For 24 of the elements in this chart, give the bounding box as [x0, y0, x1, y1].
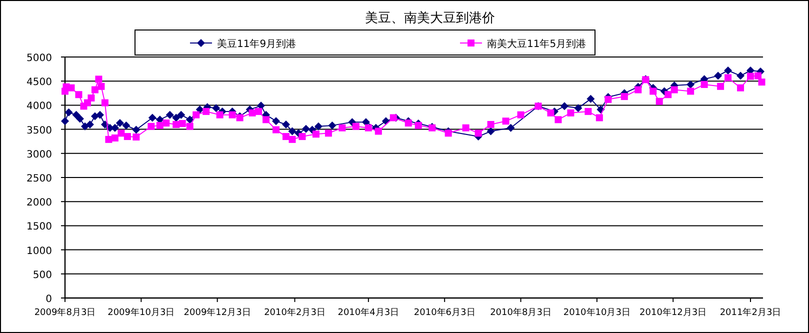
y-tick-label: 4000 [26, 101, 52, 112]
x-tick-label: 2010年10月3日 [563, 307, 630, 318]
y-tick-label: 4500 [26, 77, 52, 88]
y-tick-label: 0 [46, 294, 52, 305]
y-tick-label: 3000 [26, 149, 52, 160]
x-tick-label: 2009年12月3日 [184, 307, 251, 318]
legend-label: 美豆11年9月到港 [217, 38, 296, 50]
legend-label: 南美大豆11年5月到港 [487, 38, 586, 50]
x-tick-label: 2011年2月3日 [720, 307, 782, 318]
chart-title: 美豆、南美大豆到港价 [365, 10, 495, 26]
y-tick-label: 500 [32, 270, 52, 281]
x-tick-label: 2010年8月3日 [490, 307, 552, 318]
y-tick-label: 1000 [26, 246, 52, 257]
y-tick-label: 2000 [26, 198, 52, 209]
x-tick-label: 2009年10月3日 [108, 307, 175, 318]
x-tick-label: 2009年8月3日 [34, 307, 96, 318]
y-tick-label: 5000 [26, 53, 52, 64]
y-tick-label: 3500 [26, 125, 52, 136]
y-tick-label: 1500 [26, 222, 52, 233]
x-tick-label: 2010年4月3日 [338, 307, 400, 318]
x-tick-label: 2010年12月3日 [640, 307, 707, 318]
x-tick-label: 2010年2月3日 [264, 307, 326, 318]
y-tick-label: 2500 [26, 174, 52, 184]
x-tick-label: 2010年6月3日 [414, 307, 476, 318]
